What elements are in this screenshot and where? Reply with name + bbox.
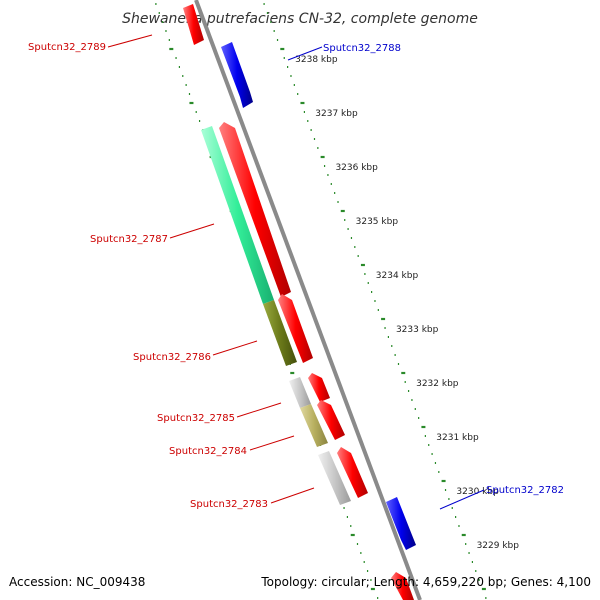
kbp-tick-label: 3232 kbp [416, 379, 459, 389]
kbp-tick-label: 3229 kbp [477, 541, 520, 551]
kbp-tick-label: 3235 kbp [356, 217, 399, 227]
kbp-tick-label: 3236 kbp [335, 163, 378, 173]
kbp-tick-label: 3231 kbp [436, 433, 479, 443]
feature-cds-top[interactable] [183, 4, 204, 45]
gene-label-2784[interactable]: Sputcn32_2784 [169, 446, 247, 457]
kbp-tick-label: 3233 kbp [396, 325, 439, 335]
feature-cds-bottom[interactable] [391, 572, 414, 600]
gene-label-2789[interactable]: Sputcn32_2789 [28, 42, 106, 53]
feature-cds-2785[interactable] [308, 373, 330, 402]
label-leaders [107, 34, 485, 510]
accession-text: Accession: NC_009438 [9, 575, 145, 589]
feature-track [183, 4, 416, 600]
gene-label-2783[interactable]: Sputcn32_2783 [190, 499, 268, 510]
kbp-tick-label: 3230 kbp [456, 487, 499, 497]
feature-cds-2786[interactable] [278, 294, 313, 363]
gene-label-2785[interactable]: Sputcn32_2785 [157, 413, 235, 424]
gene-labels: Sputcn32_2789 Sputcn32_2788 Sputcn32_278… [28, 42, 564, 510]
gene-label-2788[interactable]: Sputcn32_2788 [323, 43, 401, 54]
feature-gene-2787[interactable] [201, 126, 274, 304]
map-title: Shewanella putrefaciens CN-32, complete … [122, 11, 478, 27]
feature-cds-2784[interactable] [317, 400, 345, 440]
kbp-tick-labels: 3238 kbp 3237 kbp 3236 kbp 3235 kbp 3234 kbp… [295, 55, 519, 551]
feature-gene-2786[interactable] [263, 300, 297, 366]
feature-gene-2783[interactable] [318, 451, 351, 505]
feature-cds-2783[interactable] [337, 447, 368, 498]
feature-gene-2784[interactable] [300, 404, 328, 447]
feature-cds-2787[interactable] [219, 122, 291, 297]
gene-label-2787[interactable]: Sputcn32_2787 [90, 234, 168, 245]
kbp-tick-label: 3237 kbp [315, 109, 358, 119]
feature-cds-2782[interactable] [386, 497, 416, 550]
kbp-tick-label: 3234 kbp [376, 271, 419, 281]
gene-label-2786[interactable]: Sputcn32_2786 [133, 352, 211, 363]
kbp-tick-label: 3238 kbp [295, 55, 338, 65]
genome-summary-text: Topology: circular; Length: 4,659,220 bp… [260, 575, 591, 589]
gene-label-2782[interactable]: Sputcn32_2782 [486, 485, 564, 496]
feature-cds-2788[interactable] [221, 42, 253, 108]
genome-backbone [194, 0, 422, 600]
feature-gene-2785[interactable] [289, 377, 311, 408]
